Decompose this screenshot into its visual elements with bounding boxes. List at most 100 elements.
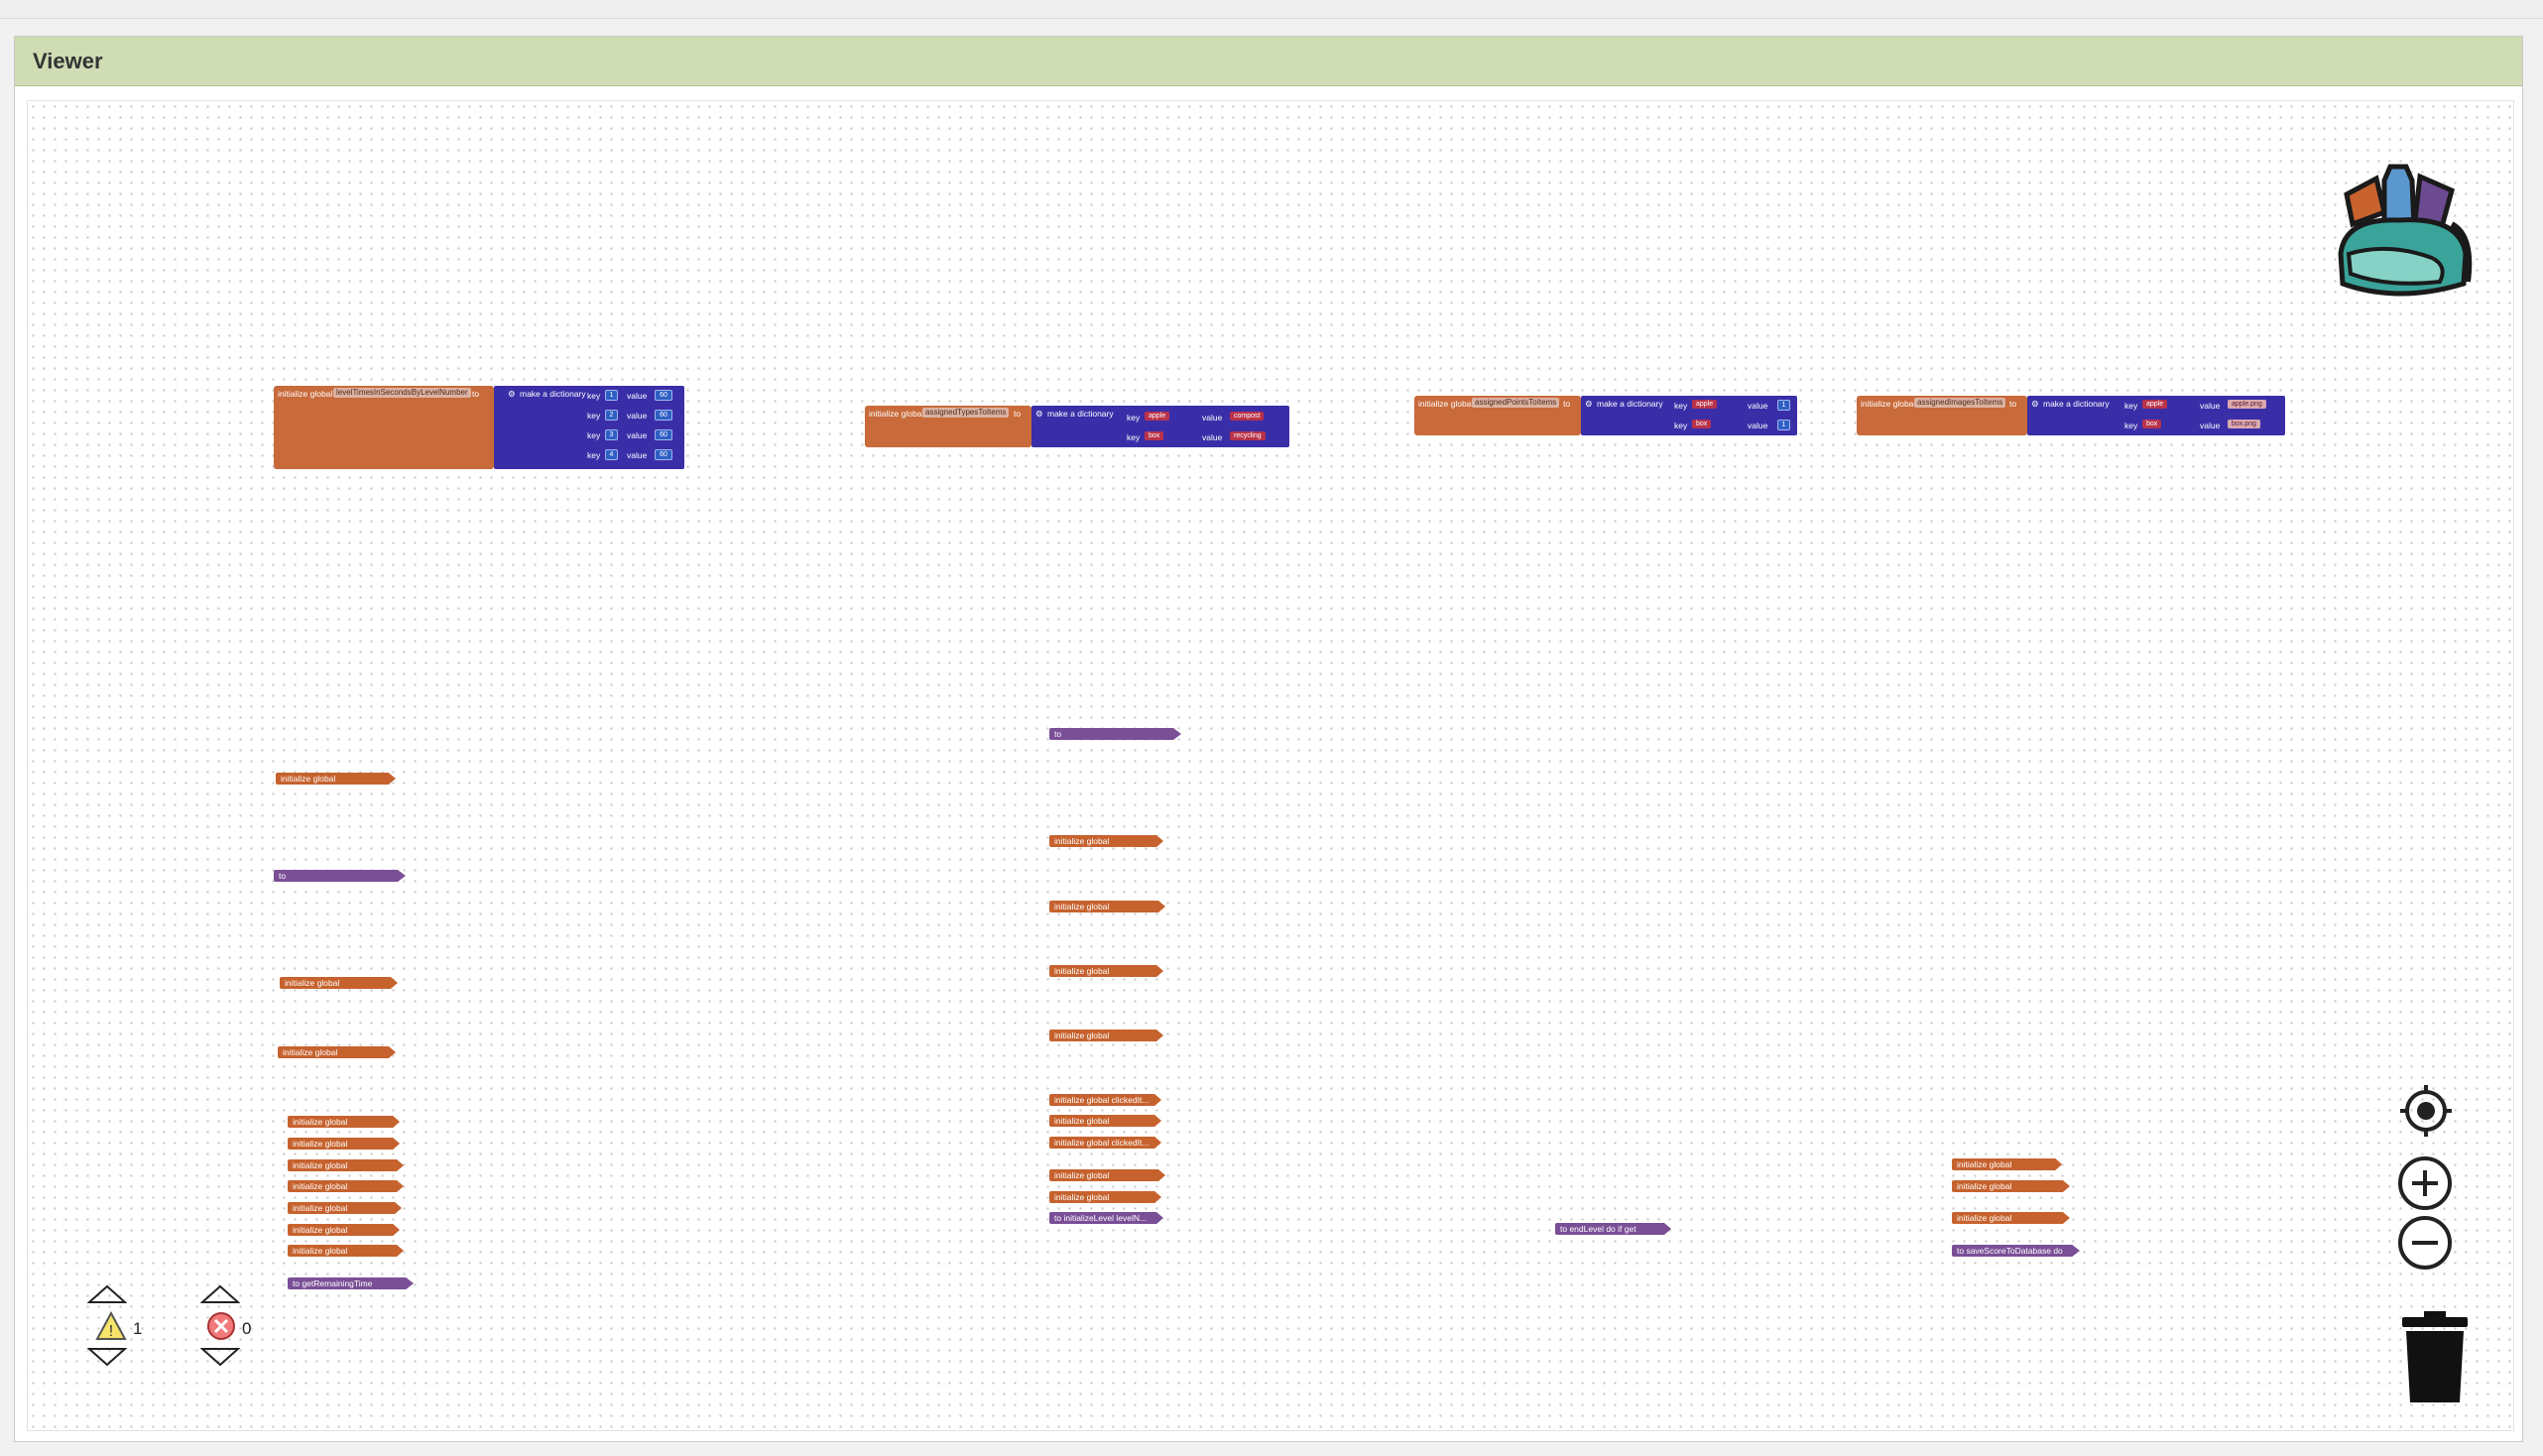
- value-label: value: [1748, 421, 1768, 430]
- dict-label: make a dictionary: [1597, 399, 1663, 409]
- error-icon: [207, 1312, 235, 1340]
- collapsed-block[interactable]: initialize global animation...: [288, 1245, 404, 1257]
- collapsed-block[interactable]: initialize global assignedI...: [1049, 965, 1163, 977]
- collapsed-block[interactable]: initialize global assignedS...: [1049, 901, 1165, 912]
- collapsed-block[interactable]: to getChangeClockNameAsStri...: [274, 870, 406, 882]
- collapsed-block[interactable]: initialize global totalTras...: [1049, 1191, 1161, 1203]
- key-value[interactable]: apple: [1145, 412, 1170, 421]
- backpack-icon[interactable]: [2329, 159, 2478, 300]
- var-name-field[interactable]: assignedImagesToItems: [1914, 398, 2006, 408]
- collapsed-block[interactable]: to saveScoreToDatabase do c...: [1952, 1245, 2080, 1257]
- block-assigned-types[interactable]: initialize global assignedTypesToItems t…: [865, 406, 1289, 447]
- to-label: to: [1563, 399, 1571, 409]
- zoom-out-icon[interactable]: [2396, 1214, 2454, 1272]
- gear-icon[interactable]: ⚙: [1035, 409, 1043, 419]
- key-label: key: [587, 391, 601, 401]
- collapsed-block[interactable]: initialize global trashAmou...: [1952, 1180, 2070, 1192]
- block-assigned-points[interactable]: initialize global assignedPointsToItems …: [1414, 396, 1797, 435]
- init-label: initialize global: [869, 409, 924, 419]
- collapsed-block[interactable]: initialize global lastClick...: [288, 1224, 400, 1236]
- collapsed-block[interactable]: initialize global startTime...: [288, 1116, 400, 1128]
- gear-icon[interactable]: ⚙: [508, 389, 516, 399]
- key-label: key: [1674, 421, 1688, 430]
- collapsed-block[interactable]: initialize global Remaining...: [288, 1180, 404, 1192]
- value-number[interactable]: 60: [655, 449, 672, 460]
- value-number[interactable]: 60: [655, 390, 672, 401]
- collapsed-block[interactable]: to initializeLevel levelN...: [1049, 1212, 1163, 1224]
- init-label: initialize global: [278, 389, 333, 399]
- value-label: value: [627, 391, 648, 401]
- gear-icon[interactable]: ⚙: [1585, 399, 1593, 409]
- collapsed-block[interactable]: initialize global changeClo...: [280, 977, 398, 989]
- key-label: key: [1127, 432, 1141, 442]
- value-string[interactable]: compost: [1230, 412, 1265, 421]
- collapsed-block[interactable]: initialize global itemsChan...: [288, 1159, 404, 1171]
- value-number[interactable]: 1: [1777, 420, 1790, 430]
- error-count: 0: [242, 1319, 252, 1338]
- gear-icon[interactable]: ⚙: [2031, 399, 2039, 409]
- var-name-field[interactable]: levelTimesInSecondsByLevelNumber: [333, 388, 471, 398]
- panel-title: Viewer: [33, 49, 103, 73]
- value-label: value: [1202, 413, 1223, 423]
- key-label: key: [1127, 413, 1141, 423]
- key-value[interactable]: 3: [605, 429, 618, 440]
- viewer-panel: Viewer initialize global levelTimesInSec…: [14, 36, 2523, 1442]
- collapsed-block[interactable]: initialize global clickedIt...: [1049, 1137, 1161, 1149]
- collapsed-block[interactable]: initialize global finalScor...: [1952, 1158, 2062, 1170]
- warning-count: 1: [133, 1319, 143, 1338]
- collapsed-block[interactable]: initialize global clickedTr...: [1049, 1115, 1161, 1127]
- collapsed-block[interactable]: initialize global assignedC...: [278, 1046, 396, 1058]
- trash-icon[interactable]: [2400, 1311, 2470, 1404]
- collapsed-block[interactable]: initialize global itemButto...: [1049, 835, 1163, 847]
- key-value[interactable]: box: [1145, 431, 1164, 440]
- key-value[interactable]: 1: [605, 390, 618, 401]
- block-assigned-images[interactable]: initialize global assignedImagesToItems …: [1857, 396, 2285, 435]
- collapsed-block[interactable]: initialize global hasPlayer...: [1049, 1169, 1165, 1181]
- collapsed-block[interactable]: to getRemainingTime timeL...: [288, 1277, 414, 1289]
- zoom-in-icon[interactable]: [2396, 1154, 2454, 1212]
- key-value[interactable]: apple: [2142, 400, 2168, 409]
- var-name-field[interactable]: assignedTypesToItems: [922, 408, 1010, 418]
- value-number[interactable]: 1: [1777, 400, 1790, 411]
- warning-prev-icon[interactable]: [87, 1284, 127, 1304]
- key-value[interactable]: 4: [605, 449, 618, 460]
- value-number[interactable]: 60: [655, 410, 672, 421]
- recenter-icon[interactable]: [2398, 1083, 2454, 1139]
- value-number[interactable]: 60: [655, 429, 672, 440]
- var-name-field[interactable]: assignedPointsToItems: [1472, 398, 1560, 408]
- svg-text:!: !: [109, 1323, 113, 1340]
- error-prev-icon[interactable]: [200, 1284, 240, 1304]
- key-value[interactable]: apple: [1692, 400, 1718, 409]
- top-bar: [0, 0, 2543, 19]
- key-value[interactable]: box: [1692, 420, 1712, 428]
- key-value[interactable]: 2: [605, 410, 618, 421]
- key-label: key: [1674, 401, 1688, 411]
- blocks-workspace[interactable]: initialize global levelTimesInSecondsByL…: [27, 100, 2514, 1431]
- warning-icon: !: [95, 1311, 127, 1340]
- value-string[interactable]: recycling: [1230, 431, 1266, 440]
- value-label: value: [627, 450, 648, 460]
- collapsed-block[interactable]: to endLevel do if get globa...: [1555, 1223, 1671, 1235]
- init-label: initialize global: [1418, 399, 1474, 409]
- key-label: key: [2124, 401, 2138, 411]
- collapsed-block[interactable]: initialize global itemChang...: [276, 773, 396, 785]
- key-value[interactable]: box: [2142, 420, 2162, 428]
- to-label: to: [472, 389, 480, 399]
- to-label: to: [2009, 399, 2017, 409]
- collapsed-block[interactable]: initialize global timeAmoun...: [1952, 1212, 2070, 1224]
- value-label: value: [627, 430, 648, 440]
- collapsed-block[interactable]: to getItemButtonNameAsStrin...: [1049, 728, 1181, 740]
- collapsed-block[interactable]: initialize global clickedIt...: [1049, 1094, 1161, 1106]
- collapsed-block[interactable]: initialize global currentLe...: [288, 1202, 402, 1214]
- block-level-times[interactable]: initialize global levelTimesInSecondsByL…: [274, 386, 684, 469]
- to-label: to: [1014, 409, 1022, 419]
- value-label: value: [1202, 432, 1223, 442]
- dict-label: make a dictionary: [1047, 409, 1114, 419]
- error-next-icon[interactable]: [200, 1347, 240, 1367]
- key-label: key: [587, 411, 601, 421]
- warning-next-icon[interactable]: [87, 1347, 127, 1367]
- collapsed-block[interactable]: initialize global levelTime...: [288, 1138, 400, 1150]
- collapsed-block[interactable]: initialize global assignedI...: [1049, 1030, 1163, 1041]
- value-string[interactable]: box.png: [2228, 420, 2260, 428]
- value-string[interactable]: apple.png: [2228, 400, 2266, 409]
